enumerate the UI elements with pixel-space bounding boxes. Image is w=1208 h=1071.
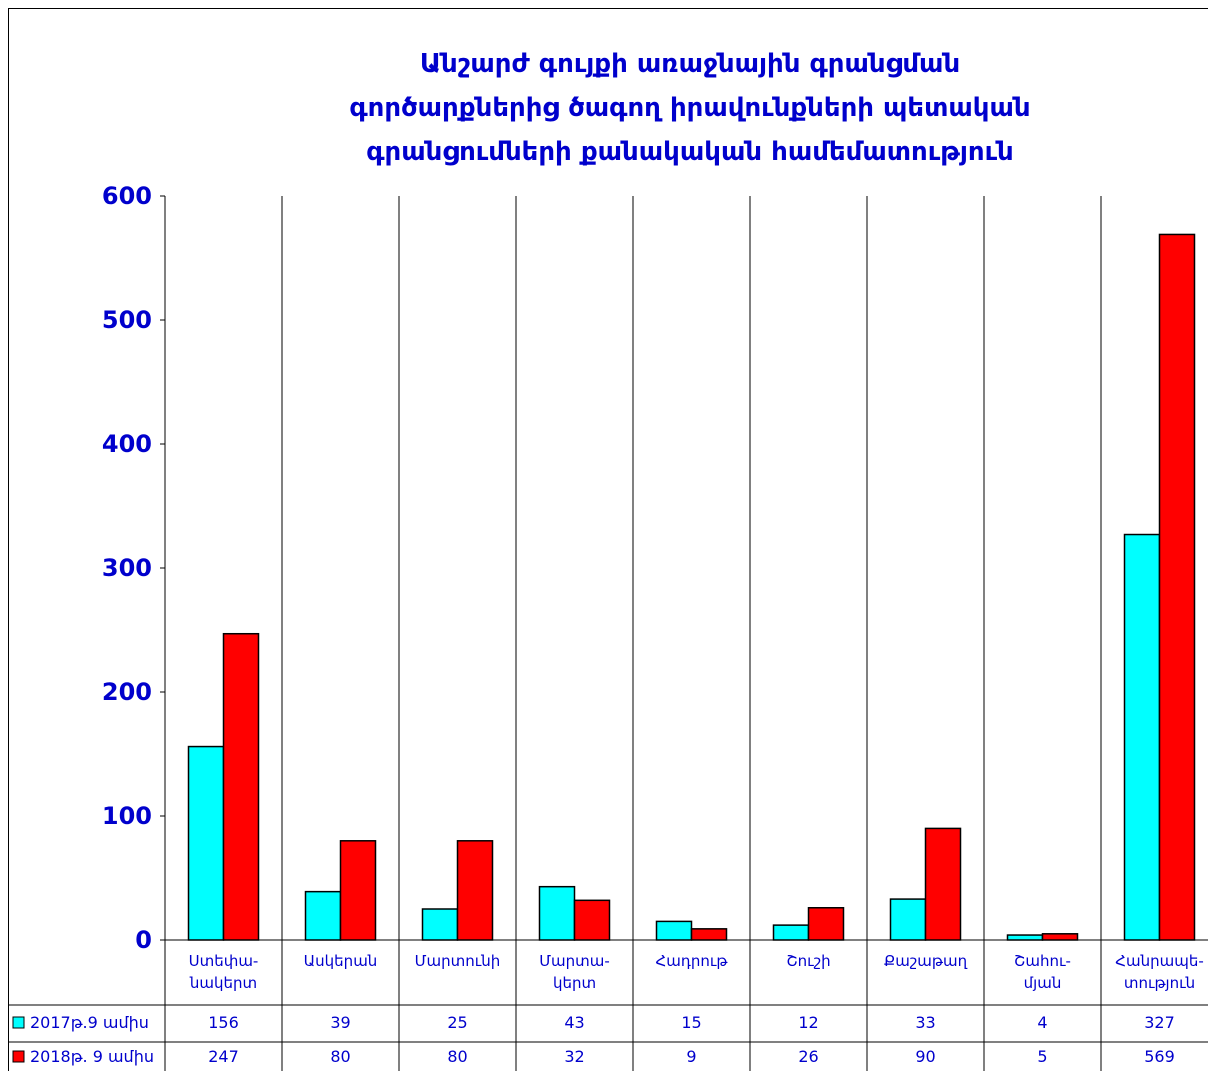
bar bbox=[690, 928, 728, 941]
legend-label: 2018թ. 9 ամիս bbox=[30, 1047, 154, 1066]
legend-key bbox=[12, 1050, 25, 1063]
table-cell: 156 bbox=[208, 1013, 239, 1032]
x-tick-label: Հանրապե- տություն bbox=[1115, 952, 1204, 992]
y-tick-label: 500 bbox=[101, 306, 152, 334]
x-tick-label: Մարտա- կերտ bbox=[539, 952, 610, 992]
y-tick-label: 300 bbox=[101, 554, 152, 582]
bar bbox=[889, 898, 927, 941]
x-tick-label: Մարտունի bbox=[414, 952, 501, 970]
bar bbox=[807, 907, 845, 941]
table-cell: 327 bbox=[1144, 1013, 1175, 1032]
table-cell: 12 bbox=[798, 1013, 819, 1032]
y-tick-label: 400 bbox=[101, 430, 152, 458]
bar bbox=[1158, 233, 1196, 941]
y-tick-label: 200 bbox=[101, 678, 152, 706]
bar bbox=[655, 920, 693, 941]
x-tick-label: Շուշի bbox=[786, 952, 831, 970]
frame bbox=[8, 8, 1208, 1071]
legend-key bbox=[12, 1016, 25, 1029]
legend-label: 2017թ.9 ամիս bbox=[30, 1013, 149, 1032]
x-tick-label: Ստեփա- նակերտ bbox=[188, 952, 259, 992]
table-cell: 5 bbox=[1037, 1047, 1048, 1066]
table-cell: 90 bbox=[915, 1047, 936, 1066]
bar bbox=[538, 885, 576, 941]
bar bbox=[1123, 533, 1161, 941]
table-cell: 80 bbox=[447, 1047, 468, 1066]
bar bbox=[573, 899, 611, 941]
table-cell: 33 bbox=[915, 1013, 936, 1032]
y-tick-label: 0 bbox=[135, 926, 152, 954]
bar bbox=[421, 908, 459, 941]
table-cell: 4 bbox=[1037, 1013, 1048, 1032]
x-tick-label: Ասկերան bbox=[303, 952, 378, 970]
bar bbox=[304, 890, 342, 941]
bar bbox=[1006, 934, 1044, 941]
table-cell: 569 bbox=[1144, 1047, 1175, 1066]
chart-title: Անշարժ գույքի առաջնային գրանցման գործարք… bbox=[349, 49, 1031, 167]
bar bbox=[924, 827, 962, 941]
table-cell: 9 bbox=[686, 1047, 697, 1066]
table-cell: 26 bbox=[798, 1047, 819, 1066]
table-cell: 15 bbox=[681, 1013, 702, 1032]
bar bbox=[456, 840, 494, 941]
bar bbox=[772, 924, 810, 941]
table-cell: 80 bbox=[330, 1047, 351, 1066]
y-tick-label: 600 bbox=[101, 182, 152, 210]
table-cell: 43 bbox=[564, 1013, 585, 1032]
table-cell: 247 bbox=[208, 1047, 239, 1066]
x-tick-label: Շահու- մյան bbox=[1014, 952, 1071, 992]
table-cell: 32 bbox=[564, 1047, 585, 1066]
table-cell: 39 bbox=[330, 1013, 351, 1032]
bar bbox=[339, 840, 377, 941]
bar bbox=[187, 745, 225, 941]
x-tick-label: Հադրութ bbox=[655, 952, 728, 970]
bar bbox=[1041, 933, 1079, 941]
table-cell: 25 bbox=[447, 1013, 468, 1032]
bar bbox=[222, 632, 260, 941]
y-tick-label: 100 bbox=[101, 802, 152, 830]
x-tick-label: Քաշաթաղ bbox=[883, 952, 968, 970]
